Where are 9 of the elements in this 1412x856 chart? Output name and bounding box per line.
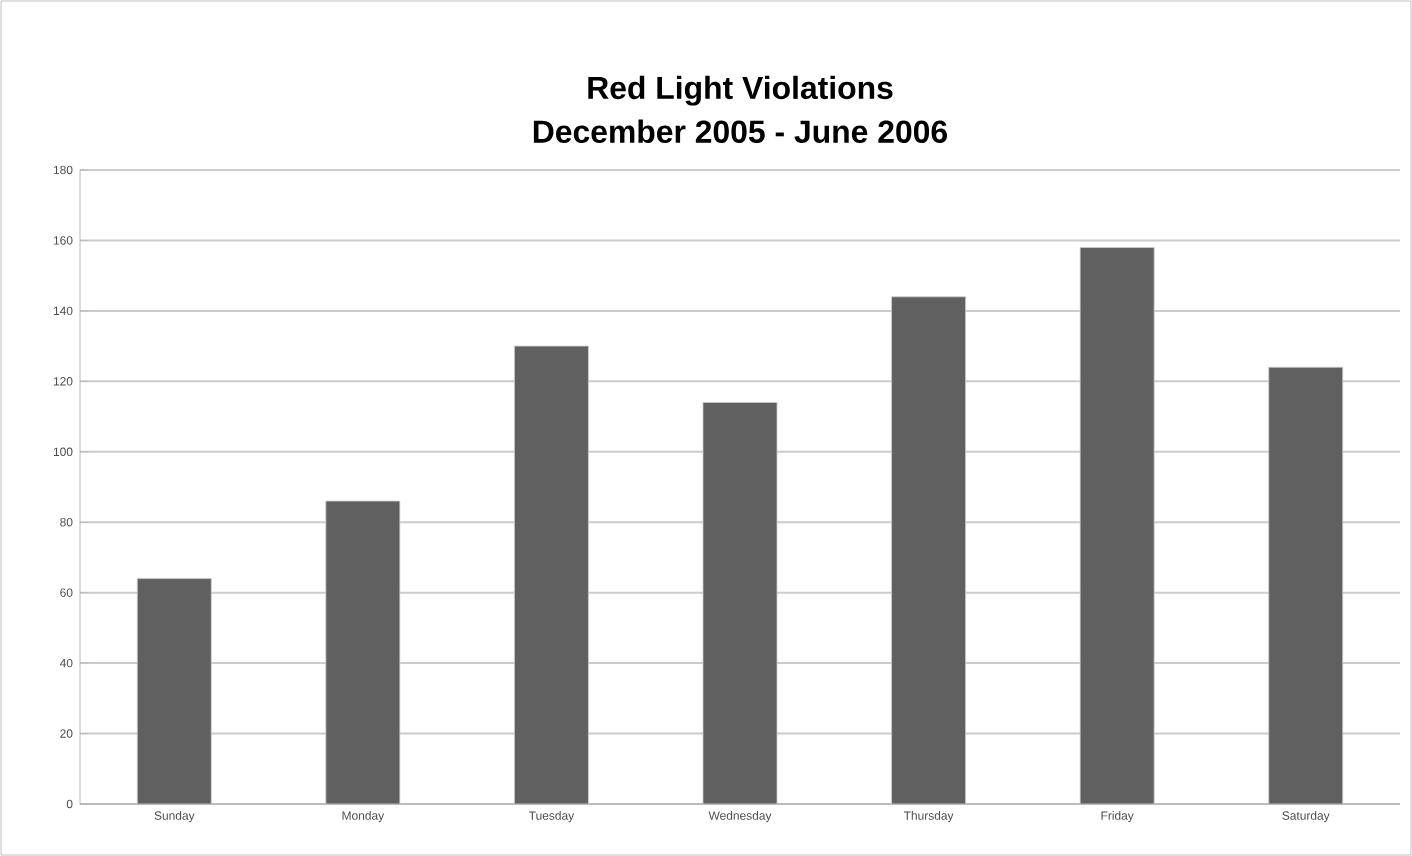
bar	[1079, 247, 1155, 804]
bar	[891, 296, 966, 804]
bar	[702, 402, 778, 804]
bar	[325, 500, 401, 804]
chart-title: Red Light Violations	[588, 75, 893, 106]
bar	[514, 345, 589, 804]
chart-subtitle: December 2005 - June 2006	[533, 119, 947, 143]
bar	[1268, 366, 1344, 804]
bar	[136, 578, 212, 804]
